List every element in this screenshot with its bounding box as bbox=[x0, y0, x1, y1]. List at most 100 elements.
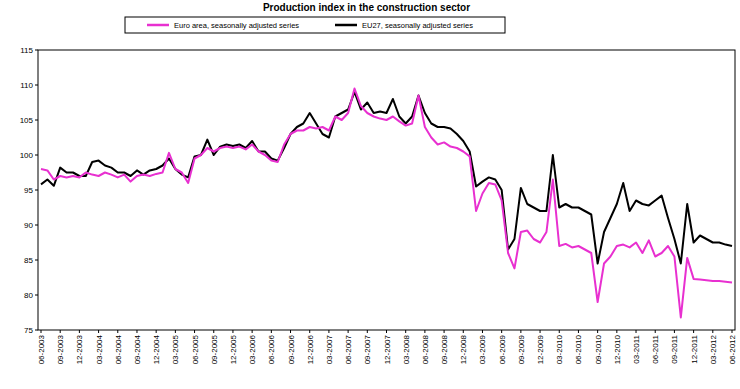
series-group bbox=[41, 89, 732, 318]
x-tick bbox=[732, 330, 733, 333]
chart: Production index in the construction sec… bbox=[0, 0, 740, 389]
x-tick-label: 12-2007 bbox=[383, 334, 392, 364]
x-tick bbox=[156, 330, 157, 333]
x-tick bbox=[444, 330, 445, 333]
x-tick-label: 12-2011 bbox=[690, 334, 699, 363]
x-tick-label: 09-2009 bbox=[517, 334, 526, 364]
x-tick bbox=[693, 330, 694, 333]
x-tick-label: 12-2008 bbox=[459, 334, 468, 364]
x-tick-label: 09-2006 bbox=[287, 334, 296, 364]
x-tick-label: 09-2011 bbox=[670, 334, 679, 363]
x-tick-label: 03-2008 bbox=[402, 334, 411, 364]
x-tick bbox=[117, 330, 118, 333]
x-tick bbox=[348, 330, 349, 333]
x-tick bbox=[213, 330, 214, 333]
y-tick bbox=[35, 295, 38, 296]
y-tick-label: 105 bbox=[20, 116, 34, 125]
legend-swatch bbox=[335, 24, 357, 27]
x-tick-label: 06-2003 bbox=[37, 334, 46, 364]
x-tick-label: 06-2011 bbox=[651, 334, 660, 363]
x-tick-label: 09-2010 bbox=[594, 334, 603, 364]
x-tick bbox=[578, 330, 579, 333]
x-tick-label: 06-2005 bbox=[191, 334, 200, 364]
x-tick bbox=[712, 330, 713, 333]
legend-label: EU27, seasonally adjusted series bbox=[362, 21, 473, 30]
x-tick bbox=[41, 330, 42, 333]
x-tick-label: 12-2009 bbox=[536, 334, 545, 364]
x-tick bbox=[501, 330, 502, 333]
x-tick bbox=[540, 330, 541, 333]
x-tick-label: 09-2004 bbox=[133, 334, 142, 364]
x-tick-label: 03-2011 bbox=[632, 334, 641, 363]
y-tick bbox=[35, 120, 38, 121]
x-tick-label: 12-2003 bbox=[75, 334, 84, 364]
x-tick-label: 12-2004 bbox=[152, 334, 161, 364]
x-tick bbox=[655, 330, 656, 333]
y-tick-label: 85 bbox=[24, 256, 33, 265]
x-tick bbox=[290, 330, 291, 333]
y-tick bbox=[35, 50, 38, 51]
y-tick bbox=[35, 225, 38, 226]
y-tick-label: 90 bbox=[24, 221, 33, 230]
x-tick bbox=[386, 330, 387, 333]
legend: Euro area, seasonally adjusted series EU2… bbox=[125, 17, 505, 33]
title: Production index in the construction sec… bbox=[263, 2, 470, 13]
y-tick bbox=[35, 190, 38, 191]
x-tick-label: 03-2005 bbox=[171, 334, 180, 364]
legend-label: Euro area, seasonally adjusted series bbox=[174, 21, 299, 30]
x-tick-label: 03-2006 bbox=[248, 334, 257, 364]
series-line bbox=[41, 92, 732, 264]
x-tick-label: 06-2004 bbox=[114, 334, 123, 364]
x-tick bbox=[674, 330, 675, 333]
x-tick-label: 12-2010 bbox=[613, 334, 622, 364]
x-tick bbox=[482, 330, 483, 333]
x-tick-label: 03-2007 bbox=[325, 334, 334, 364]
x-tick bbox=[597, 330, 598, 333]
x-tick-label: 09-2008 bbox=[440, 334, 449, 364]
x-tick-label: 06-2006 bbox=[267, 334, 276, 364]
x-tick bbox=[232, 330, 233, 333]
y-tick-label: 110 bbox=[20, 81, 33, 90]
y-tick bbox=[35, 155, 38, 156]
x-tick bbox=[616, 330, 617, 333]
x-tick bbox=[559, 330, 560, 333]
y-tick bbox=[35, 260, 38, 261]
x-tick bbox=[271, 330, 272, 333]
x-tick-label: 09-2007 bbox=[363, 334, 372, 364]
x-tick bbox=[136, 330, 137, 333]
x-tick bbox=[520, 330, 521, 333]
y-tick bbox=[35, 85, 38, 86]
x-tick bbox=[463, 330, 464, 333]
x-tick bbox=[328, 330, 329, 333]
x-tick-label: 03-2004 bbox=[95, 334, 104, 364]
x-tick-label: 06-2008 bbox=[421, 334, 430, 364]
x-tick-label: 06-2007 bbox=[344, 334, 353, 364]
x-tick-label: 09-2005 bbox=[210, 334, 219, 364]
x-tick bbox=[252, 330, 253, 333]
y-tick bbox=[35, 330, 38, 331]
x-tick bbox=[405, 330, 406, 333]
series-line bbox=[41, 89, 732, 318]
y-tick-label: 100 bbox=[20, 151, 34, 160]
legend-swatch bbox=[147, 24, 169, 27]
x-tick bbox=[60, 330, 61, 333]
x-tick bbox=[424, 330, 425, 333]
x-tick bbox=[309, 330, 310, 333]
y-tick-label: 115 bbox=[20, 46, 33, 55]
y-tick-label: 95 bbox=[24, 186, 33, 195]
x-tick-label: 03-2012 bbox=[709, 334, 718, 364]
x-tick-label: 03-2009 bbox=[478, 334, 487, 364]
x-tick-label: 06-2010 bbox=[574, 334, 583, 364]
x-tick-label: 06-2009 bbox=[498, 334, 507, 364]
plot-frame bbox=[38, 50, 735, 330]
x-tick bbox=[636, 330, 637, 333]
x-tick bbox=[194, 330, 195, 333]
x-tick bbox=[79, 330, 80, 333]
x-tick bbox=[98, 330, 99, 333]
y-tick-label: 80 bbox=[24, 291, 33, 300]
x-tick bbox=[367, 330, 368, 333]
y-tick-label: 75 bbox=[24, 326, 33, 335]
legend-box bbox=[125, 17, 505, 33]
x-tick-label: 12-2006 bbox=[306, 334, 315, 364]
x-tick-label: 03-2010 bbox=[555, 334, 564, 364]
